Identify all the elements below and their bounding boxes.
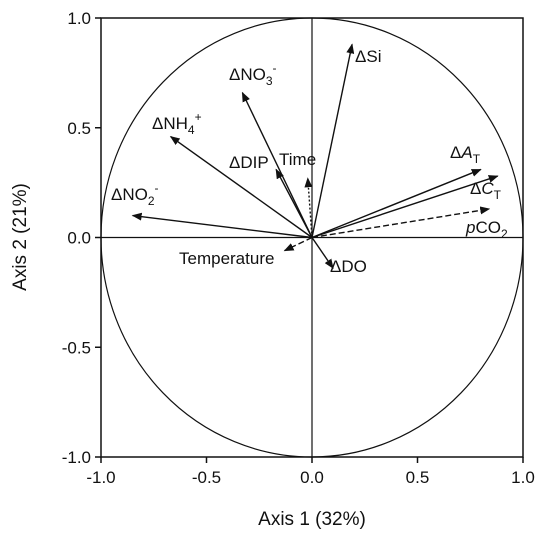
variable-vectors — [131, 43, 499, 270]
y-tick-label: 0.0 — [67, 229, 91, 248]
vector-label-dip: ΔDIP — [229, 153, 269, 172]
vector-label-no2: ΔNO2- — [111, 181, 159, 208]
vector-arrow-do — [311, 237, 334, 270]
y-axis-title: Axis 2 (21%) — [10, 183, 31, 291]
x-tick-label: 1.0 — [511, 468, 535, 487]
vector-label-temp: Temperature — [179, 249, 274, 268]
vector-label-no3: ΔNO3- — [229, 61, 277, 88]
vector-arrow-no2 — [131, 212, 313, 239]
vector-arrow-time — [304, 177, 313, 238]
x-axis-title: Axis 1 (32%) — [258, 509, 366, 530]
vector-arrow-si — [311, 43, 355, 238]
vector-arrow-nh4 — [169, 135, 313, 239]
vector-arrow-no3 — [241, 91, 313, 238]
vector-arrow-dip — [275, 168, 313, 238]
x-tick-label: -1.0 — [86, 468, 115, 487]
x-tick-label: -0.5 — [192, 468, 221, 487]
vector-arrow-ct — [311, 175, 499, 239]
vector-arrow-at — [311, 168, 482, 239]
vector-label-do: ΔDO — [330, 257, 367, 276]
y-tick-label: 0.5 — [67, 119, 91, 138]
x-tick-label: 0.5 — [406, 468, 430, 487]
y-tick-label: 1.0 — [67, 9, 91, 28]
vector-label-at: ΔAT — [450, 143, 481, 166]
axis-ticks: -1.0 -0.5 0.0 0.5 1.0 -1.0 -0.5 0.0 0.5 1.0 — [62, 9, 535, 487]
vector-label-si: ΔSi — [355, 47, 381, 66]
vector-label-pco2: pCO2 — [465, 218, 508, 241]
y-tick-label: -0.5 — [62, 338, 91, 357]
vector-label-time: Time — [279, 150, 316, 169]
variable-labels: ΔSi ΔNO3- ΔNH4+ ΔDIP Time ΔNO2- ΔAT ΔCT pCO2 Temp… — [111, 47, 508, 276]
x-tick-label: 0.0 — [300, 468, 324, 487]
vector-label-ct: ΔCT — [470, 179, 502, 202]
vector-arrow-temp — [283, 236, 313, 252]
vector-label-nh4: ΔNH4+ — [152, 110, 202, 137]
y-tick-label: -1.0 — [62, 448, 91, 467]
vector-arrow-pco2 — [311, 206, 491, 239]
